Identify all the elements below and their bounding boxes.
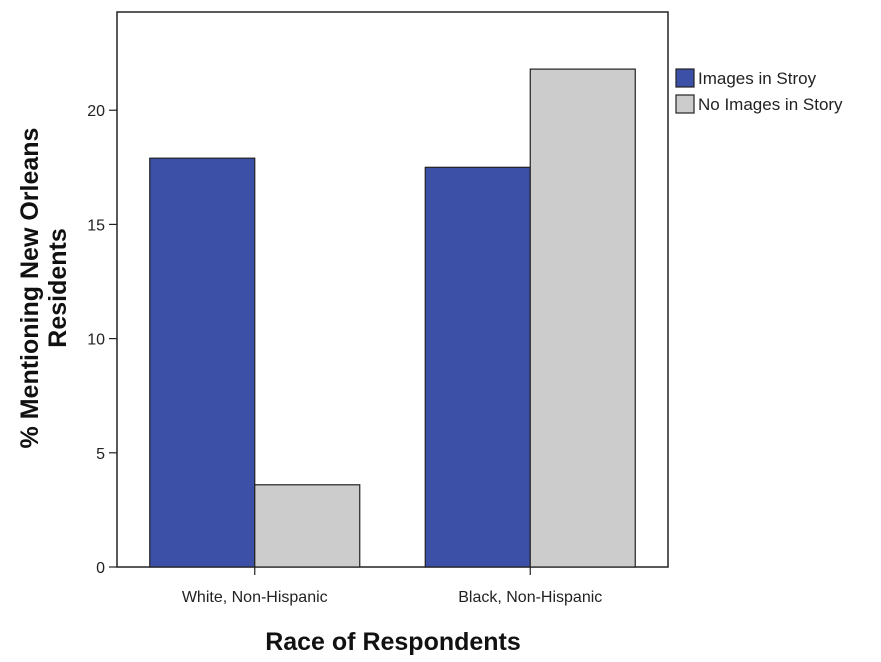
- y-tick-label: 15: [87, 217, 105, 234]
- legend-label: No Images in Story: [698, 95, 843, 114]
- y-tick-label: 20: [87, 103, 105, 120]
- x-axis-title: Race of Respondents: [265, 628, 521, 656]
- x-tick-label: Black, Non-Hispanic: [458, 589, 602, 606]
- bar-images-0: [150, 158, 255, 567]
- y-axis-title-line2: Residents: [44, 228, 72, 347]
- x-tick-label: White, Non-Hispanic: [182, 589, 328, 606]
- y-axis: 0 5 10 15 20: [87, 103, 117, 577]
- legend-swatch: [676, 69, 694, 87]
- x-axis: White, Non-Hispanic Black, Non-Hispanic: [182, 567, 602, 606]
- bar-no-images-0: [255, 485, 360, 567]
- legend: Images in Stroy No Images in Story: [676, 69, 843, 114]
- y-tick-label: 0: [96, 560, 105, 577]
- bar-images-1: [425, 167, 530, 567]
- y-tick-label: 5: [96, 446, 105, 463]
- legend-label: Images in Stroy: [698, 69, 817, 88]
- y-tick-label: 10: [87, 332, 105, 349]
- legend-swatch: [676, 95, 694, 113]
- y-axis-title-line1: % Mentioning New Orleans: [16, 128, 44, 449]
- bar-no-images-1: [530, 69, 635, 567]
